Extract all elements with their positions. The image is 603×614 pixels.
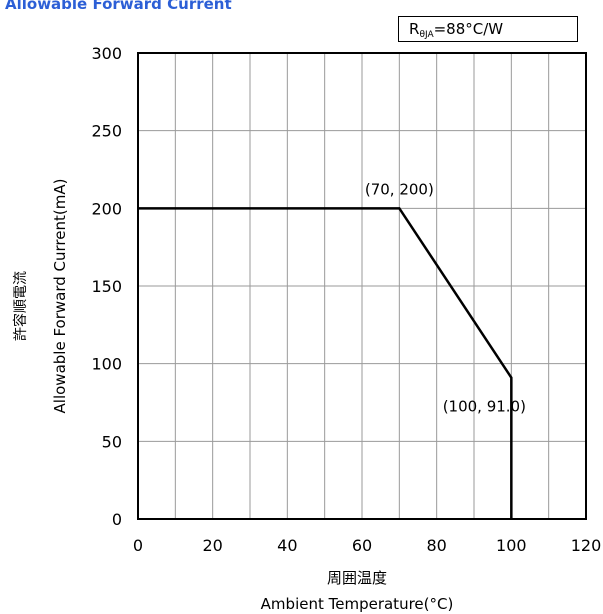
data-annotation: (100, 91.0) [443,398,526,416]
data-annotation: (70, 200) [365,180,434,198]
y-tick-label: 200 [91,199,122,218]
annotations: (70, 200) (100, 91.0) [365,180,526,415]
x-axis-label: Ambient Temperature(°C) [261,595,454,613]
x-axis-label-ja: 周囲温度 [327,569,387,587]
x-tick-labels: 0 20 40 60 80 100 120 [133,536,601,555]
x-tick-label: 100 [496,536,527,555]
grid [138,53,586,519]
y-tick-label: 250 [91,122,122,141]
x-tick-label: 60 [352,536,372,555]
x-tick-label: 0 [133,536,143,555]
y-tick-label: 100 [91,355,122,374]
thermal-resistance-box: RθJA=88°C/W [398,16,578,42]
y-axis-label: Allowable Forward Current(mA) [51,179,69,414]
series-line [138,207,513,519]
y-tick-label: 50 [102,432,122,451]
x-tick-label: 40 [277,536,297,555]
chart-title: Allowable Forward Current [5,0,232,13]
y-tick-label: 0 [112,510,122,529]
rth-symbol: R [409,20,420,38]
series-layer [138,207,513,519]
plot-frame [137,52,587,520]
y-tick-label: 300 [91,44,122,63]
rth-subscript: θJA [419,30,434,40]
x-tick-label: 120 [571,536,602,555]
x-tick-label: 80 [426,536,446,555]
y-axis-label-ja: 許容順電流 [12,271,29,341]
x-tick-label: 20 [202,536,222,555]
rth-value: =88°C/W [433,20,504,38]
y-tick-label: 150 [91,277,122,296]
y-tick-labels: 0 50 100 150 200 250 300 [91,44,122,529]
